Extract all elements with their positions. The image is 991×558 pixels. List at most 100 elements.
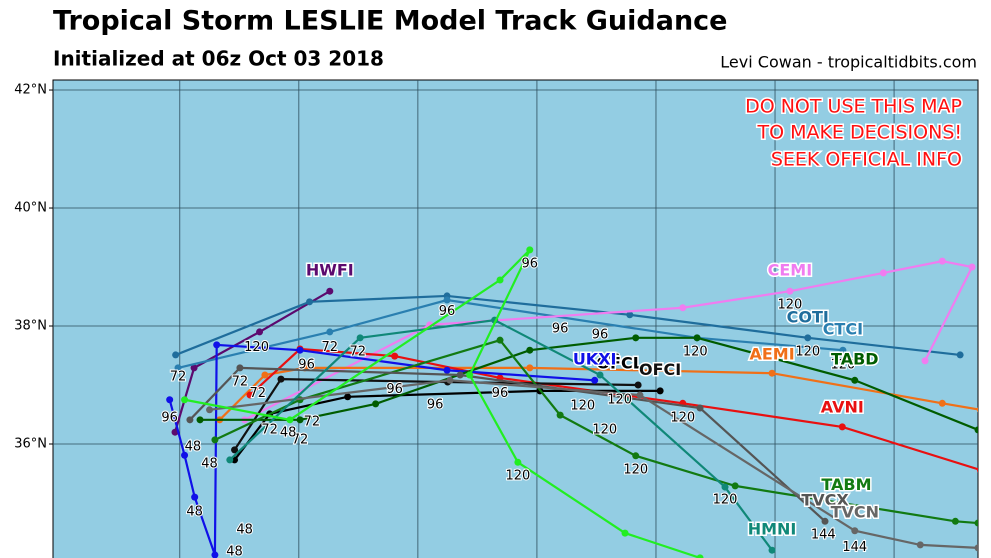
model-label: TABM xyxy=(821,475,871,494)
track-point xyxy=(956,351,964,359)
hour-label: 72 xyxy=(249,386,266,401)
track-point xyxy=(626,311,634,319)
track-point xyxy=(526,246,534,254)
track-point xyxy=(974,544,978,552)
track-point xyxy=(679,304,687,312)
hour-label: 72 xyxy=(170,369,187,384)
track-line xyxy=(175,294,961,357)
hour-label: 96 xyxy=(298,357,315,372)
model-label: TVCN xyxy=(831,503,879,522)
track-point xyxy=(172,351,180,359)
y-tick-label: 42°N xyxy=(14,83,47,98)
hour-label: 120 xyxy=(830,357,855,372)
hour-label: 120 xyxy=(683,344,708,359)
hour-label: 48 xyxy=(226,544,243,558)
track-point xyxy=(466,371,474,379)
track-point xyxy=(938,257,946,265)
track-point xyxy=(443,296,451,304)
track-point xyxy=(596,371,604,379)
track-point xyxy=(213,341,221,349)
hour-label: 96 xyxy=(386,382,403,397)
track-point xyxy=(634,381,642,389)
hour-label: 48 xyxy=(236,523,253,538)
hour-label: 72 xyxy=(322,340,339,355)
hour-label: 96 xyxy=(522,257,539,272)
track-point xyxy=(976,467,978,473)
hour-label: 96 xyxy=(439,304,456,319)
model-label: TABD xyxy=(831,350,879,369)
track-point xyxy=(632,334,640,342)
hour-label: 120 xyxy=(795,344,820,359)
track-point xyxy=(696,404,704,412)
track-line xyxy=(168,343,595,556)
track-point xyxy=(636,391,644,399)
warning: TO MAKE DECISIONS! xyxy=(756,122,962,144)
model-label: HMNI xyxy=(748,520,797,539)
track-point xyxy=(277,375,285,383)
track-point xyxy=(938,399,946,407)
model-label: CTCI xyxy=(823,320,863,339)
hour-label: 48 xyxy=(185,439,202,454)
hour-label: 72 xyxy=(261,422,278,437)
hour-label: 120 xyxy=(505,468,530,483)
track-point xyxy=(496,336,504,344)
track-point xyxy=(231,446,239,454)
track-point xyxy=(226,456,234,464)
hour-label: 144 xyxy=(842,540,867,555)
track-line xyxy=(244,259,974,421)
track-point xyxy=(786,287,794,295)
model-label: AEMI xyxy=(749,344,794,363)
track-point xyxy=(693,334,701,342)
hour-label: 120 xyxy=(670,411,695,426)
hour-label: 72 xyxy=(304,415,321,430)
track-point xyxy=(526,346,534,354)
track-point xyxy=(326,287,334,295)
track-point xyxy=(356,334,364,342)
hour-label: 72 xyxy=(349,344,366,359)
track-point xyxy=(326,328,334,336)
track-point xyxy=(838,423,846,431)
track-point xyxy=(839,346,847,354)
y-tick-label: 38°N xyxy=(14,319,47,334)
model-label: TVCX xyxy=(801,491,849,510)
track-point xyxy=(731,482,739,490)
warning: SEEK OFFICIAL INFO xyxy=(771,149,962,171)
track-point xyxy=(456,371,464,379)
track-point xyxy=(696,554,704,558)
track-line xyxy=(229,318,773,551)
track-point xyxy=(211,551,219,558)
track-point xyxy=(804,334,812,342)
track-point xyxy=(879,269,887,277)
hour-label: 72 xyxy=(292,432,309,447)
hour-label: 120 xyxy=(244,340,269,355)
model-label: HWFI xyxy=(306,261,354,280)
track-point xyxy=(496,276,504,284)
track-point xyxy=(968,263,976,271)
track-point xyxy=(921,357,929,365)
track-point xyxy=(851,376,859,384)
track-point xyxy=(916,541,924,549)
model-label: CEMI xyxy=(768,261,813,280)
track-point xyxy=(443,366,451,374)
subtitle: Initialized at 06z Oct 03 2018 xyxy=(53,47,384,71)
model-label: OFCL xyxy=(596,353,642,372)
hour-label: 120 xyxy=(570,399,595,414)
hour-label: 120 xyxy=(607,392,632,407)
track-point xyxy=(768,546,776,554)
track-point xyxy=(261,371,269,379)
track-point xyxy=(951,517,959,525)
track-point xyxy=(514,458,522,466)
track-point xyxy=(296,346,304,354)
track-point xyxy=(236,364,244,372)
track-line xyxy=(200,336,978,431)
track-line xyxy=(209,379,978,549)
track-point xyxy=(821,517,829,525)
track-point xyxy=(191,493,199,501)
track-point xyxy=(181,396,189,404)
track-point xyxy=(721,483,729,491)
model-label: AVNI xyxy=(821,398,864,417)
track-point xyxy=(344,393,352,401)
model-label: COTI xyxy=(787,307,829,326)
hour-label: 48 xyxy=(280,425,297,440)
